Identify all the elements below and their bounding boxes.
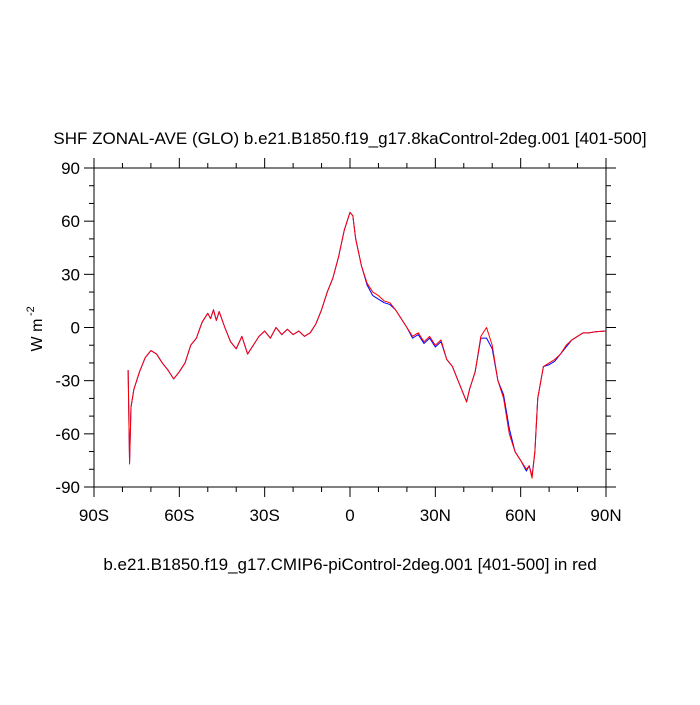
- y-tick-label: 60: [61, 212, 80, 231]
- y-axis-label: W m: [29, 319, 46, 352]
- plot-frame: [93, 167, 607, 488]
- x-tick-label: 90S: [79, 506, 109, 525]
- y-tick-label: 0: [71, 319, 80, 338]
- data-line: [127, 211, 607, 479]
- data-line: [127, 211, 607, 477]
- y-axis-label-superscript: -2: [25, 306, 37, 316]
- x-tick-label: 60S: [164, 506, 194, 525]
- y-tick-label: -60: [55, 425, 80, 444]
- x-axis-label: b.e21.B1850.f19_g17.CMIP6-piControl-2deg…: [103, 555, 596, 574]
- x-tick-label: 90N: [590, 506, 621, 525]
- chart-title: SHF ZONAL-AVE (GLO) b.e21.B1850.f19_g17.…: [53, 129, 646, 148]
- y-axis-label-group: W m -2: [25, 306, 46, 351]
- y-tick-label: -90: [55, 478, 80, 497]
- x-tick-label: 30N: [420, 506, 451, 525]
- x-tick-label: 30S: [250, 506, 280, 525]
- x-tick-label: 60N: [505, 506, 536, 525]
- y-tick-label: 30: [61, 265, 80, 284]
- y-tick-label: 90: [61, 159, 80, 178]
- y-tick-label: -30: [55, 372, 80, 391]
- x-tick-label: 0: [345, 506, 354, 525]
